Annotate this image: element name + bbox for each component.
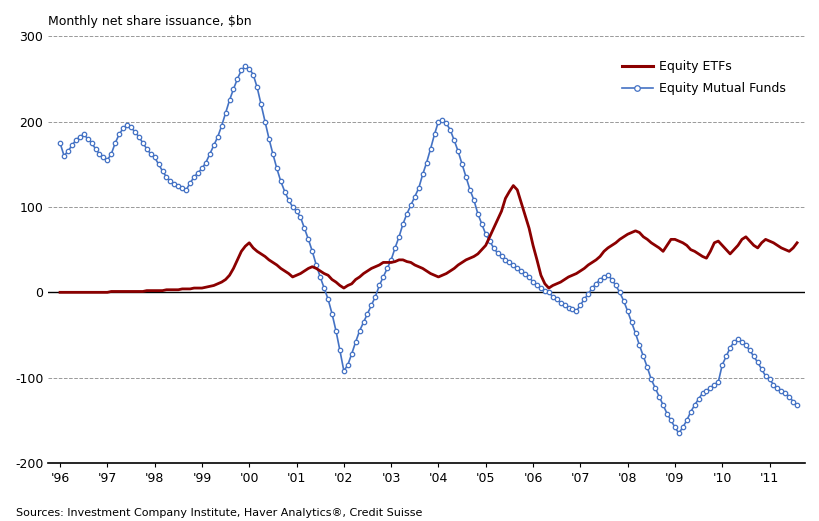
Legend: Equity ETFs, Equity Mutual Funds: Equity ETFs, Equity Mutual Funds (616, 55, 790, 100)
Text: Sources: Investment Company Institute, Haver Analytics®, Credit Suisse: Sources: Investment Company Institute, H… (16, 508, 423, 518)
Text: Monthly net share issuance, $bn: Monthly net share issuance, $bn (48, 15, 251, 28)
